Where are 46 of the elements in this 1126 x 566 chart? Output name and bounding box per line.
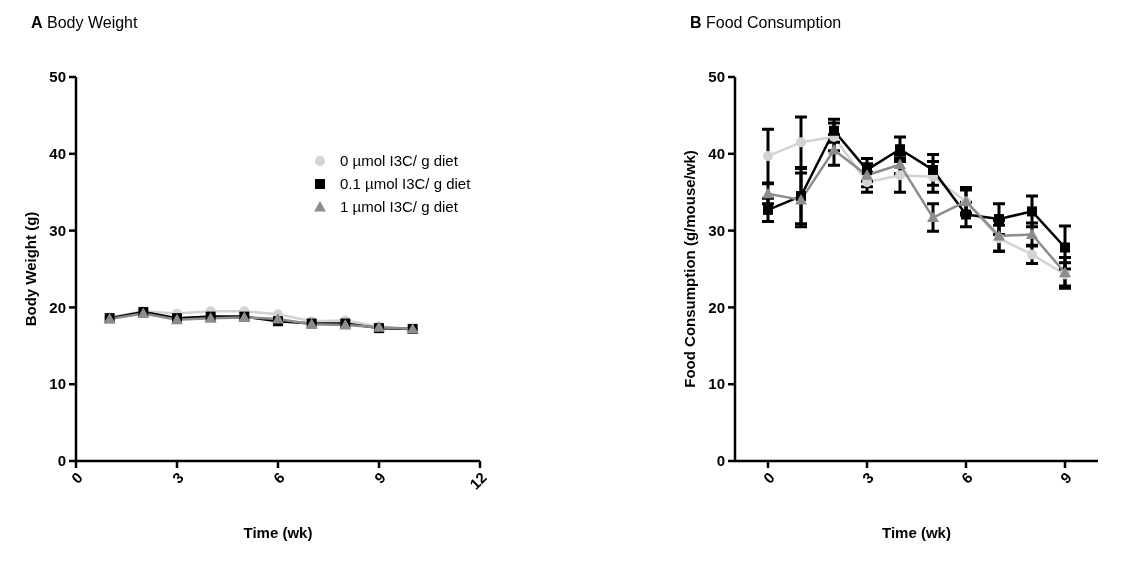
x-axis-title: Time (wk) [882,524,951,541]
chart-title: A Body Weight [31,14,138,31]
y-tick-label: 30 [49,221,66,239]
y-tick-label: 20 [49,298,66,316]
x-tick-label: 0 [67,468,86,487]
y-tick-label: 10 [708,375,725,393]
x-tick-label: 3 [168,468,187,487]
point [894,158,906,170]
y-axis-title: Body Weight (g) [22,211,39,327]
x-tick-label: 0 [759,468,778,487]
point [1060,242,1070,253]
y-tick-label: 50 [49,68,66,86]
point [763,151,773,162]
x-tick-label: 12 [466,468,490,493]
y-tick-label: 40 [49,145,66,163]
x-tick-label: 6 [269,468,288,487]
point [927,211,939,223]
x-axis-title: Time (wk) [243,524,313,541]
legend-label: 0 µmol I3C/ g diet [340,152,459,170]
legend-label: 0.1 µmol I3C/ g diet [340,175,472,193]
point [895,170,905,181]
point [829,125,839,136]
point [861,169,873,180]
y-tick-label: 20 [708,298,725,316]
y-tick-label: 0 [716,452,725,470]
point [762,187,774,199]
chart-title: B Food Consumption [690,14,842,31]
x-tick-label: 9 [1056,468,1075,487]
point [961,209,971,220]
legend-label: 1 µmol I3C/ g diet [340,198,459,216]
y-tick-label: 0 [57,452,66,470]
point [763,204,773,215]
point [928,164,938,175]
y-tick-label: 40 [708,145,725,163]
point [1026,228,1038,239]
point [796,137,806,148]
point [895,144,905,155]
y-tick-label: 50 [708,68,725,86]
y-axis-title: Food Consumption (g/mouse/wk) [681,150,698,388]
x-tick-label: 9 [370,468,389,487]
y-tick-label: 30 [708,221,725,239]
point [1027,206,1037,217]
y-tick-label: 10 [49,375,66,393]
x-tick-label: 6 [957,468,976,487]
x-tick-label: 3 [858,468,877,487]
point [994,214,1004,225]
